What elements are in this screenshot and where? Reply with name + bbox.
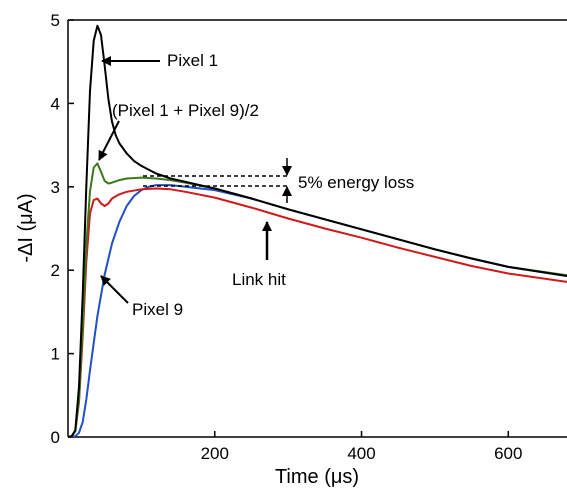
pixel9-label: Pixel 9 — [132, 300, 183, 319]
x-axis-title: Time (μs) — [275, 466, 359, 488]
pixel1-label: Pixel 1 — [167, 51, 218, 70]
y-tick-label: 0 — [51, 428, 60, 447]
y-axis-ticks: 0 1 2 3 4 5 — [51, 11, 74, 447]
x-tick-label: 400 — [347, 444, 375, 463]
y-tick-label: 3 — [51, 178, 60, 197]
y-tick-label: 4 — [51, 94, 60, 113]
average-label: (Pixel 1 + Pixel 9)/2 — [112, 101, 259, 120]
x-axis-ticks: 200 400 600 — [201, 431, 522, 463]
y-axis-title: -ΔI (μA) — [15, 193, 37, 262]
x-tick-label: 600 — [494, 444, 522, 463]
y-tick-label: 1 — [51, 345, 60, 364]
y-tick-label: 5 — [51, 11, 60, 30]
x-tick-label: 200 — [201, 444, 229, 463]
series-line-pixel-1 — [67, 24, 567, 438]
average-arrow — [98, 120, 120, 161]
plot-area — [67, 19, 567, 438]
energy-loss-label: 5% energy loss — [298, 173, 414, 192]
annotations: Pixel 1 (Pixel 1 + Pixel 9)/2 Pixel 9 5%… — [98, 51, 414, 319]
link-hit-label: Link hit — [232, 270, 286, 289]
series-layer — [67, 24, 567, 438]
pixel9-arrow — [100, 275, 129, 304]
y-tick-label: 2 — [51, 261, 60, 280]
